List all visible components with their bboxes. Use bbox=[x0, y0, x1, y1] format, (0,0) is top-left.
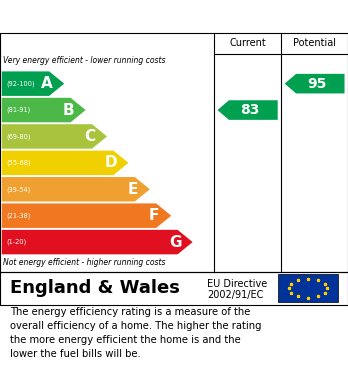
Text: C: C bbox=[84, 129, 95, 144]
Text: The energy efficiency rating is a measure of the
overall efficiency of a home. T: The energy efficiency rating is a measur… bbox=[10, 307, 262, 359]
Polygon shape bbox=[2, 98, 86, 122]
Text: Current: Current bbox=[229, 38, 266, 48]
Text: E: E bbox=[127, 182, 138, 197]
Text: 95: 95 bbox=[307, 77, 326, 91]
Text: (55-68): (55-68) bbox=[6, 160, 31, 166]
Text: 83: 83 bbox=[240, 103, 260, 117]
Text: A: A bbox=[41, 76, 53, 91]
Text: F: F bbox=[149, 208, 159, 223]
Text: Potential: Potential bbox=[293, 38, 336, 48]
Text: (39-54): (39-54) bbox=[6, 186, 30, 192]
Polygon shape bbox=[2, 72, 64, 96]
Text: (92-100): (92-100) bbox=[6, 81, 34, 87]
Polygon shape bbox=[2, 124, 107, 149]
Bar bbox=[278, 274, 338, 302]
Text: D: D bbox=[105, 155, 118, 170]
Text: (1-20): (1-20) bbox=[6, 239, 26, 245]
Polygon shape bbox=[2, 151, 128, 175]
Text: G: G bbox=[169, 235, 182, 249]
Text: England & Wales: England & Wales bbox=[10, 279, 180, 298]
Polygon shape bbox=[2, 230, 193, 254]
Polygon shape bbox=[218, 100, 278, 120]
Text: (69-80): (69-80) bbox=[6, 133, 30, 140]
Text: Very energy efficient - lower running costs: Very energy efficient - lower running co… bbox=[3, 56, 166, 65]
Polygon shape bbox=[2, 203, 171, 228]
Text: (21-38): (21-38) bbox=[6, 212, 30, 219]
Text: (81-91): (81-91) bbox=[6, 107, 30, 113]
Text: Not energy efficient - higher running costs: Not energy efficient - higher running co… bbox=[3, 258, 166, 267]
Text: 2002/91/EC: 2002/91/EC bbox=[207, 290, 263, 300]
Polygon shape bbox=[2, 177, 150, 201]
Text: Energy Efficiency Rating: Energy Efficiency Rating bbox=[10, 12, 220, 27]
Text: B: B bbox=[63, 102, 74, 118]
Polygon shape bbox=[285, 74, 345, 93]
Text: EU Directive: EU Directive bbox=[207, 280, 267, 289]
